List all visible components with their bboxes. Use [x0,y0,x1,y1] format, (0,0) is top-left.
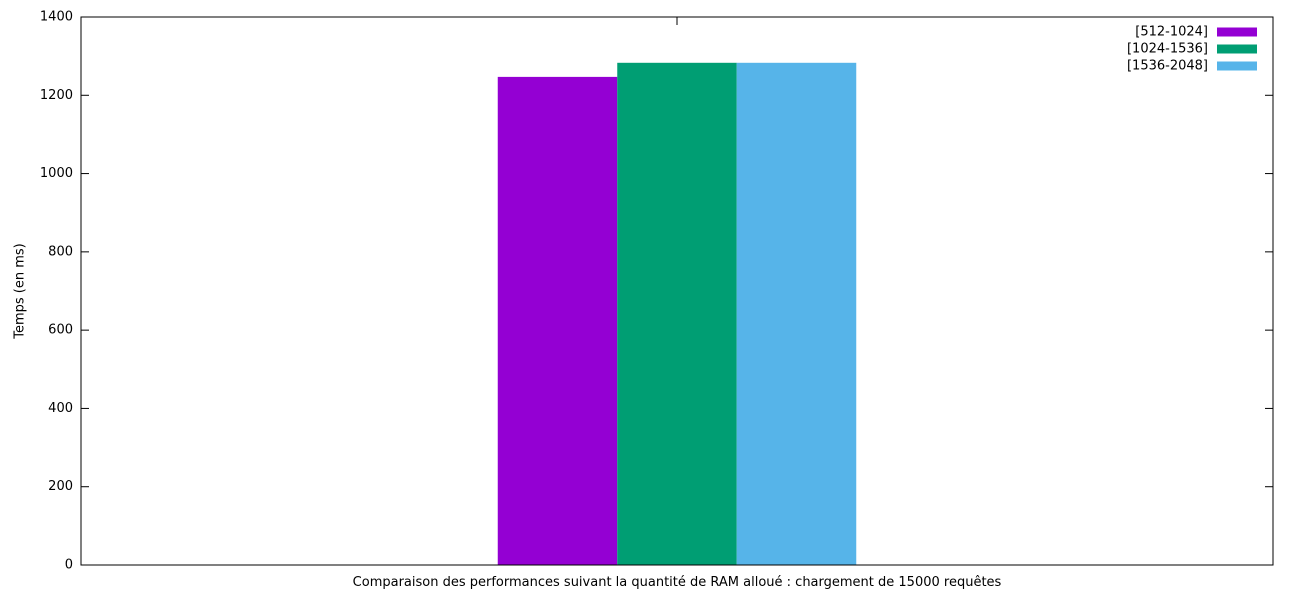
x-axis-label: Comparaison des performances suivant la … [353,575,1002,590]
y-axis-label: Temps (en ms) [13,243,28,340]
bars-group [497,62,857,565]
legend-label: [1536-2048] [1127,59,1208,74]
bar-series-1 [617,62,737,565]
legend: [512-1024] [1024-1536] [1536-2048] [1127,25,1257,74]
y-tick-label: 600 [48,323,73,338]
y-axis-ticks [81,16,1273,566]
legend-label: [512-1024] [1135,25,1208,40]
y-tick-label: 1200 [40,88,73,103]
y-tick-label: 200 [48,479,73,494]
y-tick-label: 0 [65,558,73,573]
bar-series-0 [497,76,618,565]
legend-label: [1024-1536] [1127,42,1208,57]
legend-swatch [1217,27,1257,37]
legend-swatch [1217,44,1257,54]
y-axis-tick-labels: 0 200 400 600 800 1000 1200 1400 [40,10,73,573]
y-tick-label: 400 [48,401,73,416]
bar-series-2 [736,62,857,565]
legend-swatch [1217,61,1257,71]
y-tick-label: 800 [48,244,73,259]
y-tick-label: 1400 [40,10,73,25]
y-tick-label: 1000 [40,166,73,181]
